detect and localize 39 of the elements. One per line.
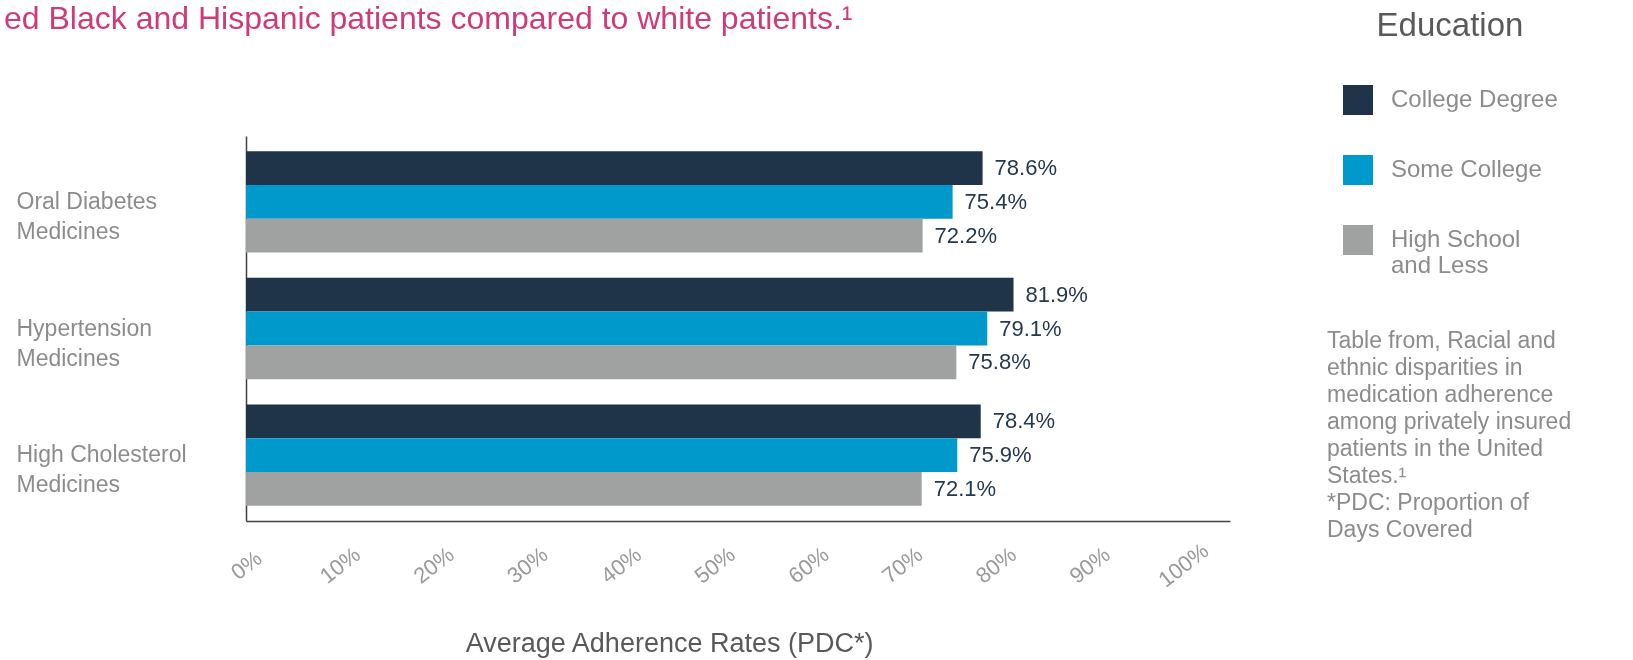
legend-title: Education bbox=[1376, 6, 1524, 43]
text: Table from, Racial and ethnic disparities in medication adherence among privately insured patients in the United States.¹ bbox=[1327, 327, 1572, 488]
x-tick-label: 70% bbox=[877, 541, 928, 589]
data-label: 78.6% bbox=[994, 155, 1057, 181]
bar bbox=[246, 151, 983, 185]
data-label: 72.2% bbox=[934, 222, 998, 248]
bar bbox=[246, 345, 957, 380]
chart-title: ed Black and Hispanic patients compared to white patients.¹ bbox=[4, 0, 853, 36]
data-label: 79.1% bbox=[999, 315, 1062, 341]
data-label: 78.4% bbox=[992, 408, 1056, 434]
x-tick-label: 30% bbox=[502, 541, 553, 589]
x-tick-label: 60% bbox=[783, 541, 834, 589]
bar bbox=[246, 404, 981, 439]
data-label: 75.9% bbox=[969, 442, 1032, 468]
y-tick-label: High Cholesterol Medicines bbox=[16, 441, 187, 498]
data-label: 75.8% bbox=[968, 349, 1031, 375]
bar bbox=[246, 184, 953, 219]
x-axis-title: Average Adherence Rates (PDC*) bbox=[465, 628, 874, 659]
x-tick-label: 90% bbox=[1064, 541, 1115, 589]
x-tick-label: 20% bbox=[408, 541, 459, 589]
data-label: 72.1% bbox=[933, 475, 997, 501]
x-tick-label: 50% bbox=[689, 541, 740, 589]
bar bbox=[246, 277, 1014, 312]
y-tick-label: Oral Diabetes Medicines bbox=[16, 187, 158, 244]
bar bbox=[246, 438, 958, 473]
legend-label: Some College bbox=[1391, 155, 1542, 182]
bar bbox=[246, 472, 922, 506]
legend-label: College Degree bbox=[1391, 85, 1558, 112]
legend-label: High School and Less bbox=[1391, 225, 1521, 278]
bar bbox=[246, 311, 988, 346]
y-tick-label: Hypertension Medicines bbox=[16, 314, 153, 371]
data-label: 81.9% bbox=[1025, 281, 1088, 307]
x-tick-label: 10% bbox=[314, 541, 365, 589]
bar bbox=[246, 218, 923, 253]
x-tick-label: 0% bbox=[225, 545, 267, 585]
x-tick-label: 80% bbox=[970, 541, 1021, 589]
data-label: 75.4% bbox=[964, 188, 1027, 214]
text: *PDC: Proportion of Days Covered bbox=[1327, 489, 1530, 542]
x-tick-label: 40% bbox=[596, 541, 647, 589]
